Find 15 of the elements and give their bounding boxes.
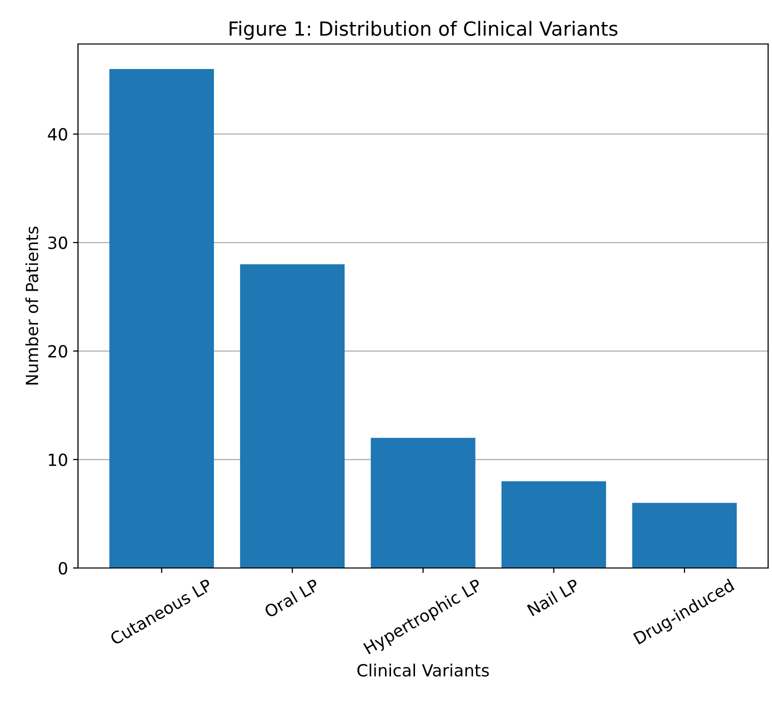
bar	[109, 68, 214, 568]
bar	[240, 264, 345, 568]
x-axis-title: Clinical Variants	[357, 664, 489, 677]
y-tick-label: 10	[48, 453, 68, 466]
y-tick-label: 30	[48, 236, 68, 250]
chart-title: Figure 1: Distribution of Clinical Variants	[230, 20, 618, 40]
y-tick-label: 0	[58, 562, 68, 575]
y-tick-label: 40	[48, 128, 68, 141]
x-tick-label: Nail LP	[526, 578, 580, 616]
bar	[501, 481, 606, 568]
y-axis-title: Number of Patients	[25, 226, 38, 385]
bar	[632, 502, 737, 568]
bar	[370, 438, 476, 568]
y-tick-label: 20	[48, 344, 68, 358]
x-tick-label: Oral LP	[263, 578, 320, 618]
